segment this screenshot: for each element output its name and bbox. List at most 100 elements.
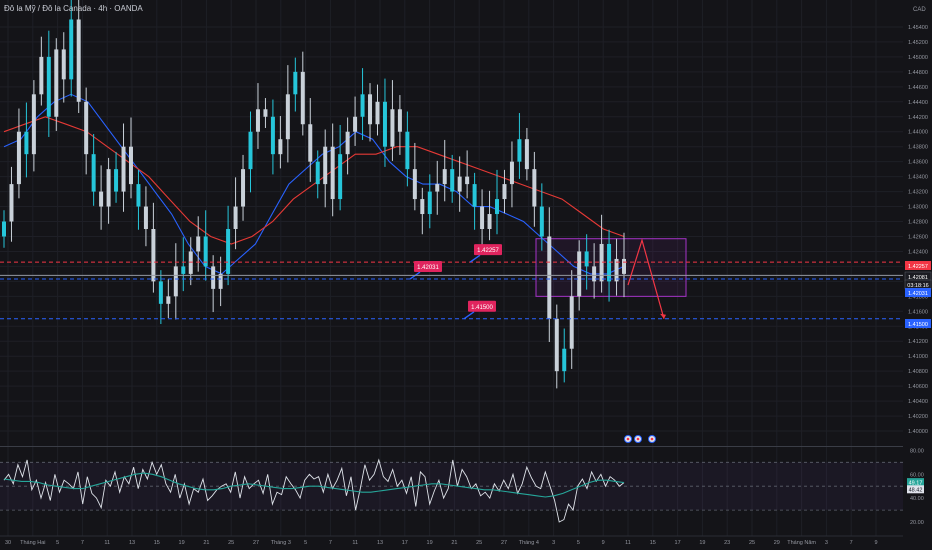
candle-body (584, 251, 589, 267)
candle-body (315, 161, 320, 185)
candle-body (323, 146, 328, 185)
time-tick-label: 3 (825, 540, 828, 546)
rsi-tick-label: 20.00 (910, 520, 924, 526)
time-tick-label: 7 (329, 540, 332, 546)
candle-body (577, 251, 582, 297)
candle-body (308, 124, 313, 162)
chart-title: Đô la Mỹ / Đô la Canada · 4h · OANDA (4, 4, 143, 13)
candle-body (106, 169, 111, 207)
price-tick-label: 1.41000 (908, 354, 928, 360)
ema-slow-line (3, 116, 625, 245)
time-tick-label: Tháng 3 (271, 540, 291, 546)
time-tick-label: 19 (699, 540, 705, 546)
candle-body (218, 273, 223, 289)
candle-body (562, 348, 567, 372)
candle-body (16, 131, 21, 185)
candle-body (607, 243, 612, 282)
price-tag-label: 1.42081 (908, 275, 928, 281)
candle-body (196, 236, 201, 252)
candle-body (233, 206, 238, 229)
price-tag (905, 288, 931, 297)
candle-body (368, 94, 373, 125)
time-tick-label: 13 (377, 540, 383, 546)
time-tick-label: 7 (850, 540, 853, 546)
rsi-value-label: 49.17 (909, 480, 923, 486)
time-tick-label: 3 (552, 540, 555, 546)
rsi-pane: 80.00 60.00 40.00 20.00 49.17 48.42 (0, 448, 924, 526)
candle-body (203, 236, 208, 267)
time-tick-label: 13 (129, 540, 135, 546)
price-tick-label: 1.43400 (908, 175, 928, 181)
price-tag (905, 261, 931, 270)
candle-body (181, 266, 186, 274)
candle-body (442, 169, 447, 185)
candle-body (270, 116, 275, 155)
candle-body (114, 169, 119, 192)
rsi-ma-line (3, 472, 625, 498)
candle-body (121, 146, 126, 192)
time-tick-label: 9 (602, 540, 605, 546)
candle-body (330, 146, 335, 200)
projection-path (627, 238, 665, 319)
candle-body (9, 184, 14, 222)
time-tick-label: 30 (5, 540, 11, 546)
time-tick-label: 17 (675, 540, 681, 546)
callout-label: 1.42257 (477, 248, 499, 254)
candle-body (592, 266, 597, 282)
candle-body (509, 161, 514, 185)
candle-body (412, 169, 417, 200)
price-tick-label: 1.45000 (908, 55, 928, 61)
price-tick-label: 1.41600 (908, 309, 928, 315)
price-tick-label: 1.43000 (908, 205, 928, 211)
candle-body (614, 258, 619, 282)
candle-body (248, 131, 253, 170)
candle-body (211, 266, 216, 289)
candle-body (99, 191, 104, 207)
candle-body (622, 258, 626, 274)
candle-body (136, 184, 141, 207)
candles (2, 0, 626, 389)
levels: 1.42257 1.42031 1.41500 (0, 244, 903, 320)
price-axis[interactable]: CAD 1.40000 1.40200 1.40400 1.40600 1.40800 1.… (908, 7, 928, 435)
candle-body (435, 184, 440, 192)
candle-body (427, 191, 432, 215)
rsi-value-tag (907, 485, 924, 494)
candle-body (285, 94, 290, 140)
price-tick-label: 1.44400 (908, 100, 928, 106)
price-tick-label: 1.41800 (908, 294, 928, 300)
candle-body (502, 184, 507, 200)
price-tag-label: 1.42031 (908, 291, 928, 297)
candle-body (91, 154, 96, 192)
candle-body (569, 296, 574, 349)
candle-body (465, 176, 470, 185)
candle-body (61, 49, 66, 80)
price-tick-label: 1.43800 (908, 145, 928, 151)
callout-box (474, 244, 502, 256)
candle-body (487, 214, 492, 229)
time-tick-label: 11 (104, 540, 110, 546)
candle-body (480, 206, 485, 229)
price-tick-label: 1.45200 (908, 40, 928, 46)
time-tick-label: Tháng Hai (20, 540, 45, 546)
time-tick-label: 27 (253, 540, 259, 546)
time-tick-label: 21 (451, 540, 457, 546)
price-tag (905, 319, 931, 328)
price-tick-label: 1.40400 (908, 399, 928, 405)
price-tick-label: 1.40200 (908, 414, 928, 420)
candle-body (39, 56, 44, 95)
rsi-value-label: 48.42 (909, 488, 923, 494)
event-markers (624, 435, 656, 443)
candle-body (345, 131, 350, 155)
price-tags: 1.42257 1.42081 03:18:16 1.42031 1.41500 (904, 261, 932, 328)
projection (627, 238, 666, 319)
time-axis[interactable]: 30 Tháng Hai 5 7 11 13 15 19 21 25 27 Tháng 3 5 7 11 13… (0, 535, 903, 546)
time-tick-label: 29 (774, 540, 780, 546)
callout-box (468, 300, 496, 312)
time-tick-label: 5 (577, 540, 580, 546)
candle-body (76, 19, 81, 102)
candle-body (360, 94, 365, 117)
candle-body (293, 71, 298, 95)
candle-body (226, 229, 231, 274)
price-tick-label: 1.44600 (908, 85, 928, 91)
